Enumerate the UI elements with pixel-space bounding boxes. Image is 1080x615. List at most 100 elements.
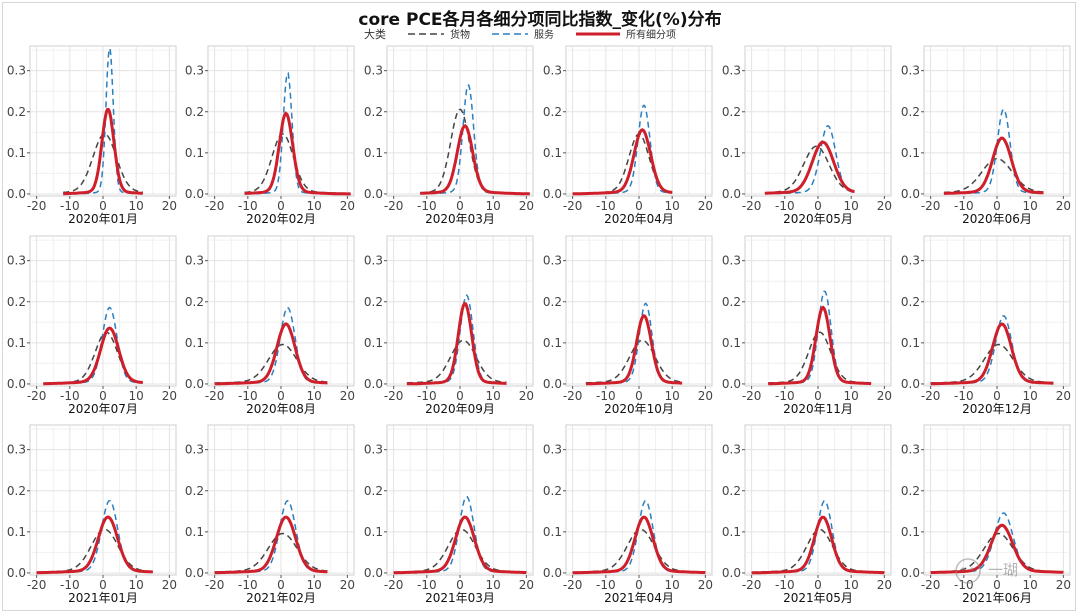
watermark-logo-icon: 一瑚 xyxy=(955,558,1018,584)
x-tick-label: 20 xyxy=(877,578,892,592)
y-tick-label: 0.2 xyxy=(543,295,562,309)
y-tick-label: 0.3 xyxy=(722,443,741,457)
legend-swatch-services xyxy=(492,32,528,35)
y-tick-label: 0.2 xyxy=(7,484,26,498)
legend-label-all: 所有细分项 xyxy=(626,30,676,41)
x-tick-label: -10 xyxy=(596,199,616,213)
x-tick-label: -20 xyxy=(384,578,404,592)
y-tick-label: 0.1 xyxy=(185,146,204,160)
x-tick-label: 0 xyxy=(456,199,464,213)
x-tick-label: -20 xyxy=(563,578,583,592)
x-tick-label: 10 xyxy=(129,199,144,213)
y-tick-label: 0.0 xyxy=(7,187,26,201)
x-tick-label: -20 xyxy=(742,389,762,403)
x-tick-label: 0 xyxy=(277,199,285,213)
x-tick-label: 10 xyxy=(486,199,501,213)
y-tick-label: 0.3 xyxy=(7,64,26,78)
x-tick-label: -20 xyxy=(27,578,47,592)
y-tick-label: 0.3 xyxy=(185,443,204,457)
y-tick-label: 0.2 xyxy=(7,105,26,119)
panel-13: -20 -10 0 10 20 0.0 0.1 0.2 0.3 2021年01月 xyxy=(7,424,177,605)
series-all-line xyxy=(244,111,351,196)
y-tick-label: 0.2 xyxy=(543,484,562,498)
y-tick-label: 0.3 xyxy=(364,254,383,268)
x-tick-label: -10 xyxy=(954,578,974,592)
x-tick-label: 20 xyxy=(340,389,355,403)
x-tick-label: 10 xyxy=(486,389,501,403)
y-tick-label: 0.1 xyxy=(901,146,920,160)
legend-label-services: 服务 xyxy=(534,30,554,41)
y-tick-label: 0.0 xyxy=(722,377,741,391)
y-tick-label: 0.3 xyxy=(543,443,562,457)
y-tick-label: 0.1 xyxy=(901,336,920,350)
y-tick-label: 0.0 xyxy=(185,187,204,201)
legend: 大类 货物 服务 所有细分项 xyxy=(0,26,1080,42)
y-tick-label: 0.2 xyxy=(364,105,383,119)
x-tick-label: -20 xyxy=(27,199,47,213)
x-tick-label: 20 xyxy=(162,578,177,592)
x-tick-label: -10 xyxy=(60,199,80,213)
x-tick-label: 20 xyxy=(519,578,534,592)
panel-label: 2020年11月 xyxy=(783,402,853,416)
panel-9: -20 -10 0 10 20 0.0 0.1 0.2 0.3 2020年09月 xyxy=(364,235,534,416)
y-tick-label: 0.2 xyxy=(185,105,204,119)
panel-label: 2020年09月 xyxy=(425,402,495,416)
y-tick-label: 0.2 xyxy=(722,484,741,498)
panel-label: 2020年12月 xyxy=(962,402,1032,416)
series-goods-line xyxy=(36,528,153,573)
panel-label: 2020年04月 xyxy=(604,212,674,226)
x-tick-label: 0 xyxy=(456,389,464,403)
x-tick-label: 10 xyxy=(307,389,322,403)
panel-label: 2020年03月 xyxy=(425,212,495,226)
series-all-line xyxy=(393,515,527,575)
panel-label: 2020年06月 xyxy=(962,212,1032,226)
legend-label-goods: 货物 xyxy=(450,30,470,41)
x-tick-label: 20 xyxy=(1056,389,1071,403)
y-tick-label: 0.2 xyxy=(901,295,920,309)
x-tick-label: 0 xyxy=(993,578,1001,592)
y-tick-label: 0.0 xyxy=(364,187,383,201)
y-tick-label: 0.0 xyxy=(7,566,26,580)
y-tick-label: 0.2 xyxy=(901,484,920,498)
x-tick-label: -10 xyxy=(60,389,80,403)
y-tick-label: 0.1 xyxy=(543,336,562,350)
y-tick-label: 0.3 xyxy=(364,443,383,457)
y-tick-label: 0.1 xyxy=(543,146,562,160)
y-tick-label: 0.1 xyxy=(7,525,26,539)
x-tick-label: -10 xyxy=(596,578,616,592)
series-goods-line xyxy=(406,339,507,384)
panel-6: -20 -10 0 10 20 0.0 0.1 0.2 0.3 2020年06月 xyxy=(901,45,1071,226)
x-tick-label: -10 xyxy=(238,389,258,403)
y-tick-label: 0.3 xyxy=(543,254,562,268)
x-tick-label: 20 xyxy=(162,389,177,403)
x-tick-label: 0 xyxy=(456,578,464,592)
panel-label: 2020年10月 xyxy=(604,402,674,416)
x-tick-label: 20 xyxy=(340,199,355,213)
x-tick-label: -10 xyxy=(417,578,437,592)
y-tick-label: 0.0 xyxy=(901,377,920,391)
legend-item-goods: 货物 xyxy=(408,26,470,41)
chart-title: core PCE各月各细分项同比指数_变化(%)分布 xyxy=(358,10,722,30)
x-tick-label: -10 xyxy=(775,199,795,213)
panel-10: -20 -10 0 10 20 0.0 0.1 0.2 0.3 2020年10月 xyxy=(543,235,713,416)
y-tick-label: 0.3 xyxy=(901,254,920,268)
panel-16: -20 -10 0 10 20 0.0 0.1 0.2 0.3 2021年04月 xyxy=(543,424,713,605)
y-tick-label: 0.0 xyxy=(7,377,26,391)
x-tick-label: 10 xyxy=(844,199,859,213)
x-tick-label: 0 xyxy=(993,389,1001,403)
y-tick-label: 0.3 xyxy=(364,64,383,78)
panel-label: 2021年06月 xyxy=(962,591,1032,605)
series-all-line xyxy=(36,515,153,575)
x-tick-label: 10 xyxy=(129,578,144,592)
y-tick-label: 0.0 xyxy=(185,377,204,391)
y-tick-label: 0.3 xyxy=(901,64,920,78)
y-tick-label: 0.1 xyxy=(543,525,562,539)
panel-14: -20 -10 0 10 20 0.0 0.1 0.2 0.3 2021年02月 xyxy=(185,424,355,605)
y-tick-label: 0.2 xyxy=(901,105,920,119)
y-tick-label: 0.2 xyxy=(722,295,741,309)
y-tick-label: 0.1 xyxy=(364,525,383,539)
x-tick-label: 20 xyxy=(877,389,892,403)
panel-11: -20 -10 0 10 20 0.0 0.1 0.2 0.3 2020年11月 xyxy=(722,235,892,416)
x-tick-label: 10 xyxy=(307,578,322,592)
